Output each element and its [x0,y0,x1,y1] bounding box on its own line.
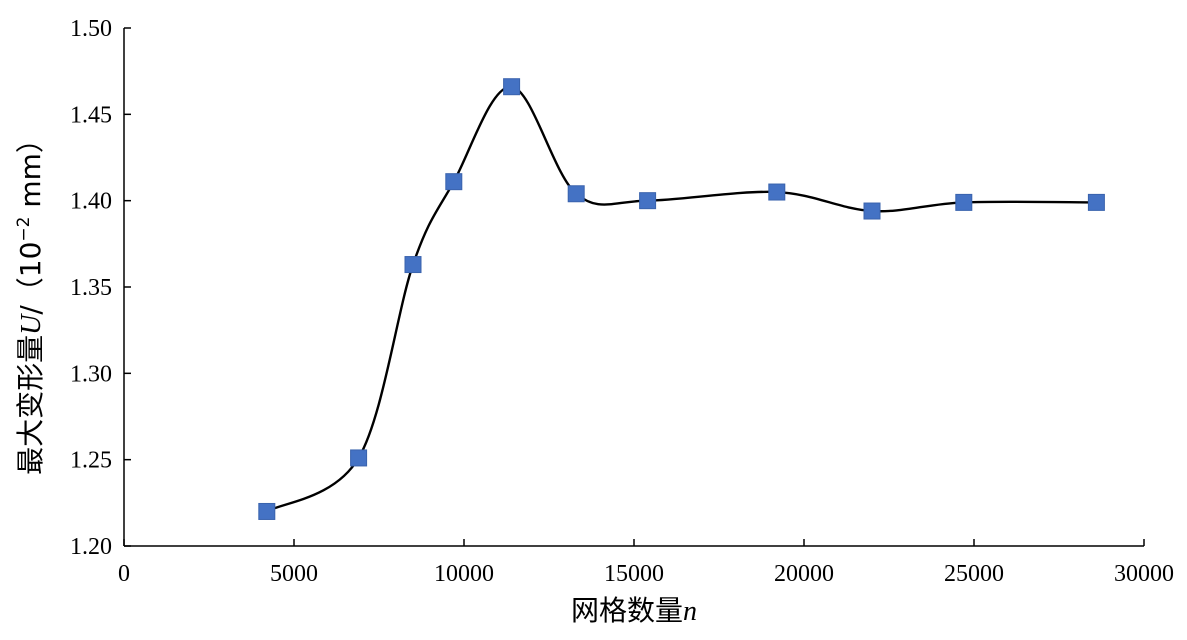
y-ticks: 1.20 1.25 1.30 1.35 1.40 1.45 1.50 [70,16,131,560]
data-point-marker [567,185,585,203]
data-point-marker [350,449,368,467]
y-axis-title: 最大变形量U/（10−2 mm） [14,125,47,475]
data-point-marker [639,192,657,210]
y-tick-label: 1.45 [70,102,112,128]
y-tick-label: 1.20 [70,534,112,560]
y-tick-label: 1.50 [70,16,112,42]
x-tick-label: 30000 [1114,561,1174,587]
y-tick-label: 1.35 [70,275,112,301]
data-point-marker [445,173,463,191]
data-point-marker [1087,193,1105,211]
data-point-marker [503,78,521,96]
x-tick-label: 5000 [270,561,318,587]
y-tick-label: 1.40 [70,189,112,215]
data-point-marker [258,502,276,520]
series-markers [258,78,1105,520]
x-tick-label: 15000 [604,561,664,587]
data-point-marker [955,193,973,211]
x-tick-label: 10000 [434,561,494,587]
data-point-marker [768,183,786,201]
data-point-marker [404,256,422,274]
x-tick-label: 25000 [944,561,1004,587]
axes [123,28,1144,547]
y-tick-label: 1.30 [70,361,112,387]
y-tick-label: 1.25 [70,448,112,474]
x-ticks: 0 5000 10000 15000 20000 25000 30000 [118,539,1174,587]
x-tick-label: 0 [118,561,130,587]
x-tick-label: 20000 [774,561,834,587]
series-curve [266,85,1097,513]
data-point-marker [863,202,881,220]
x-axis-title: 网格数量n [571,594,697,627]
